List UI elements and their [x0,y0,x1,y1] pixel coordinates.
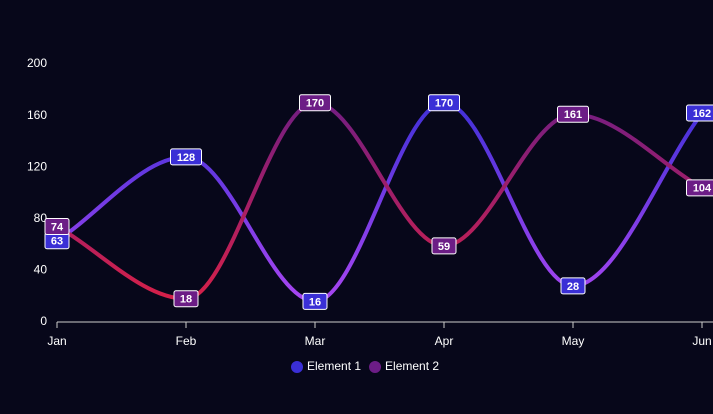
value-label-box [428,94,460,112]
value-label-box [170,148,202,166]
value-label: 59 [438,241,450,253]
value-label: 28 [567,281,579,293]
x-tick-label: Jun [692,334,711,348]
y-tick-label: 0 [40,314,47,328]
legend-swatch [291,361,303,373]
x-tick-label: Apr [435,334,454,348]
x-tick-label: Mar [305,334,326,348]
value-label: 63 [51,236,63,248]
legend-swatch [369,361,382,373]
value-label: 104 [693,183,712,195]
value-label: 128 [177,152,195,164]
x-tick-label: Jan [47,334,66,348]
value-label: 161 [564,109,582,121]
value-label-box [686,179,713,197]
value-label-box [173,290,199,308]
value-label: 74 [51,221,64,233]
value-label-box [560,277,586,295]
y-tick-label: 40 [34,263,48,277]
y-tick-label: 120 [27,159,47,173]
y-tick-label: 80 [34,211,48,225]
value-label: 170 [306,98,324,110]
x-tick-label: May [562,334,585,348]
legend-label: Element 2 [385,359,439,373]
value-label: 18 [180,294,192,306]
legend-label: Element 1 [307,359,361,373]
value-label: 170 [435,98,453,110]
value-label-box [44,218,70,236]
value-label-box [302,292,328,310]
value-label-box [431,237,457,255]
x-tick-label: Feb [176,334,197,348]
value-label-box [557,105,589,123]
value-label-box [686,104,713,122]
value-label: 16 [309,296,321,308]
value-label: 162 [693,108,711,120]
y-tick-label: 160 [27,108,47,122]
y-tick-label: 200 [27,56,47,70]
value-label-box [299,94,331,112]
series-line [55,100,704,304]
